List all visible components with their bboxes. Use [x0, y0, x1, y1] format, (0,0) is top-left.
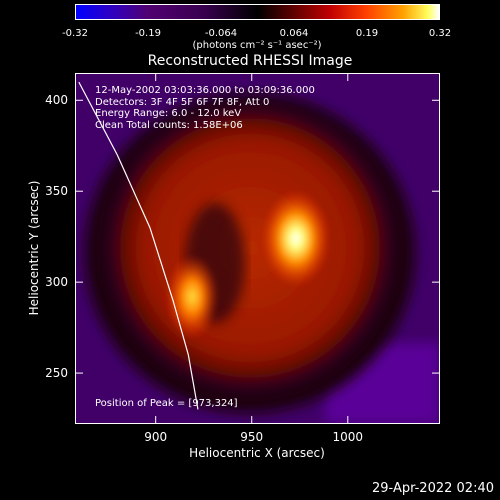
- colorbar-tick-label: -0.19: [135, 28, 161, 39]
- x-axis-label: Heliocentric X (arcsec): [189, 446, 325, 460]
- disk-glow: [100, 98, 400, 398]
- colorbar-unit-label: (photons cm⁻² s⁻¹ asec⁻²): [192, 40, 322, 51]
- solar-limb-curve: [78, 81, 199, 410]
- info-line: 12-May-2002 03:03:36.000 to 03:09:36.000: [95, 85, 315, 96]
- timestamp: 29-Apr-2022 02:40: [372, 481, 494, 496]
- colorbar-tick-label: 0.32: [428, 28, 452, 39]
- colorbar: [75, 4, 440, 20]
- colorbar-tick-label: 0.19: [355, 28, 379, 39]
- x-tick-label: 950: [240, 430, 264, 444]
- plot-area: [75, 73, 440, 424]
- x-tick-label: 900: [144, 430, 168, 444]
- y-tick-label: 400: [45, 93, 68, 108]
- colorbar-tick-label: -0.064: [204, 28, 238, 39]
- info-line: Detectors: 3F 4F 5F 6F 7F 8F, Att 0: [95, 96, 270, 108]
- info-line: Clean Total counts: 1.58E+06: [95, 119, 243, 131]
- y-tick-label: 350: [45, 184, 68, 199]
- y-tick-marks: [75, 99, 440, 374]
- y-tick-label: 300: [45, 275, 68, 290]
- sources-layer: [166, 190, 330, 339]
- flare-source: [166, 254, 219, 339]
- flare-source: [261, 190, 330, 287]
- y-axis-label: Heliocentric Y (arcsec): [27, 180, 41, 316]
- info-line: Energy Range: 6.0 - 12.0 keV: [95, 108, 242, 119]
- x-tick-label: 1000: [332, 430, 364, 444]
- chart-title: Reconstructed RHESSI Image: [147, 53, 353, 69]
- x-tick-marks: [155, 73, 349, 424]
- colorbar-tick-label: 0.064: [279, 28, 309, 39]
- plot-frame: [75, 73, 440, 424]
- colorbar-tick-label: -0.32: [62, 28, 88, 39]
- peak-position-label: Position of Peak = [973,324]: [95, 398, 238, 409]
- y-tick-label: 250: [45, 366, 68, 381]
